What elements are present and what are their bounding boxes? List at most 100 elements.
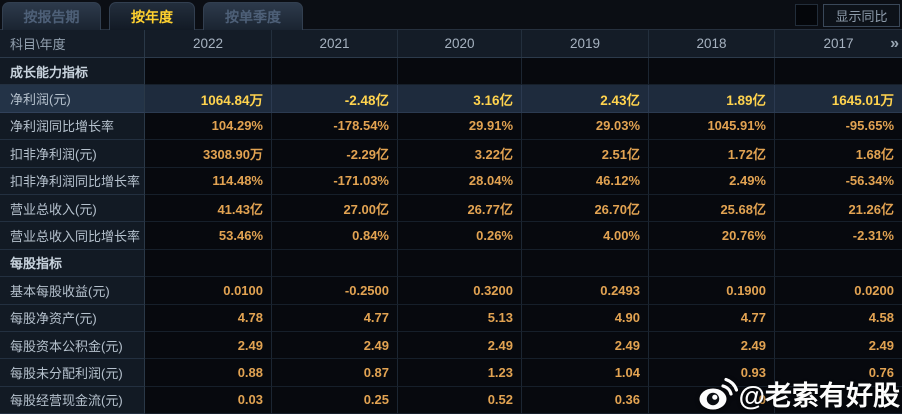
value-cell <box>272 58 398 86</box>
value-cell: 4.77 <box>649 304 775 332</box>
value-cell: 4.58 <box>775 304 902 332</box>
year-header-label: 2020 <box>444 36 475 51</box>
year-header-2017: 2017 » <box>775 30 902 57</box>
value-cell: 3308.90万 <box>145 140 272 168</box>
value-cell: 0.36 <box>522 386 649 414</box>
value-cell: 2.49 <box>398 331 522 360</box>
year-header-label: 2017 <box>823 36 854 51</box>
value-cell: 0.2493 <box>522 277 649 305</box>
value-cell: 1.23 <box>398 359 522 387</box>
more-years-arrow-icon[interactable]: » <box>890 34 899 52</box>
value-cell <box>272 249 398 278</box>
show-yoy-checkbox[interactable] <box>795 4 818 26</box>
value-cell <box>775 58 902 86</box>
value-cell: 29.91% <box>398 112 522 141</box>
corner-header-cell: 科目\年度 <box>0 30 145 57</box>
year-header-2020: 2020 <box>398 30 522 57</box>
row-label: 营业总收入(元) <box>0 194 145 223</box>
value-cell: 3.22亿 <box>398 140 522 168</box>
value-cell: 4.78 <box>145 304 272 332</box>
table-row: 基本每股收益(元) 0.0100 -0.2500 0.3200 0.2493 0.1900… <box>0 277 902 305</box>
value-cell: 0.25 <box>272 386 398 414</box>
value-cell: 41.43亿 <box>145 194 272 223</box>
row-label: 每股经营现金流(元) <box>0 386 145 414</box>
value-cell: 3.16亿 <box>398 85 522 113</box>
value-cell: 104.29% <box>145 112 272 141</box>
value-cell: 27.00亿 <box>272 194 398 223</box>
value-cell: 2.49 <box>272 331 398 360</box>
value-cell <box>398 58 522 86</box>
table-body: 成长能力指标 净利润(元) 1064.84万 -2.48亿 3.16亿 2.43亿 1.89… <box>0 58 902 414</box>
row-label: 每股指标 <box>0 249 145 278</box>
value-cell: -56.34% <box>775 167 902 195</box>
table-row: 每股未分配利润(元) 0.88 0.87 1.23 1.04 0.93 0.76 <box>0 359 902 387</box>
table-row: 净利润同比增长率 104.29% -178.54% 29.91% 29.03% 1045.… <box>0 112 902 141</box>
value-cell: 0.3200 <box>398 277 522 305</box>
value-cell <box>775 386 902 414</box>
value-cell: 5.13 <box>398 304 522 332</box>
value-cell <box>775 249 902 278</box>
value-cell: 21.26亿 <box>775 194 902 223</box>
value-cell: 2.49 <box>775 331 902 360</box>
value-cell: 114.48% <box>145 167 272 195</box>
value-cell: -95.65% <box>775 112 902 141</box>
year-header-label: 2021 <box>319 36 350 51</box>
value-cell <box>522 58 649 86</box>
value-cell: 28.04% <box>398 167 522 195</box>
value-cell <box>398 249 522 278</box>
table-row: 每股经营现金流(元) 0.03 0.25 0.52 0.36 0 <box>0 386 902 414</box>
table-row: 净利润(元) 1064.84万 -2.48亿 3.16亿 2.43亿 1.89亿 1645.… <box>0 85 902 113</box>
value-cell: 20.76% <box>649 222 775 250</box>
value-cell: 0.88 <box>145 359 272 387</box>
table-row: 扣非净利润同比增长率 114.48% -171.03% 28.04% 46.12% 2.4… <box>0 167 902 195</box>
value-cell: 1045.91% <box>649 112 775 141</box>
value-cell: 46.12% <box>522 167 649 195</box>
value-cell: 0.87 <box>272 359 398 387</box>
value-cell: 1645.01万 <box>775 85 902 113</box>
value-cell: 4.77 <box>272 304 398 332</box>
row-label: 每股未分配利润(元) <box>0 359 145 387</box>
value-cell: 1.68亿 <box>775 140 902 168</box>
value-cell: 29.03% <box>522 112 649 141</box>
show-yoy-label[interactable]: 显示同比 <box>823 4 900 27</box>
section-row: 每股指标 <box>0 249 902 278</box>
value-cell: 0 <box>649 386 775 414</box>
value-cell <box>522 249 649 278</box>
value-cell: 2.49% <box>649 167 775 195</box>
year-header-2019: 2019 <box>522 30 649 57</box>
row-label: 基本每股收益(元) <box>0 277 145 305</box>
table-header-row: 科目\年度 2022 2021 2020 2019 2018 2017 » <box>0 30 902 58</box>
value-cell: 2.49 <box>522 331 649 360</box>
row-label: 每股资本公积金(元) <box>0 331 145 360</box>
row-label: 净利润(元) <box>0 85 145 113</box>
value-cell: 1.04 <box>522 359 649 387</box>
tab-by-quarter[interactable]: 按单季度 <box>203 2 303 30</box>
value-cell: 0.03 <box>145 386 272 414</box>
tab-by-year[interactable]: 按年度 <box>109 2 195 30</box>
value-cell: 0.84% <box>272 222 398 250</box>
value-cell <box>145 249 272 278</box>
value-cell: -171.03% <box>272 167 398 195</box>
value-cell <box>649 249 775 278</box>
value-cell: 26.77亿 <box>398 194 522 223</box>
value-cell: 0.0100 <box>145 277 272 305</box>
row-label: 每股净资产(元) <box>0 304 145 332</box>
section-row: 成长能力指标 <box>0 58 902 86</box>
value-cell <box>145 58 272 86</box>
year-header-2022: 2022 <box>145 30 272 57</box>
value-cell: 0.52 <box>398 386 522 414</box>
row-label: 净利润同比增长率 <box>0 112 145 141</box>
year-header-label: 2022 <box>192 36 224 51</box>
value-cell: 0.93 <box>649 359 775 387</box>
tab-by-report-period[interactable]: 按报告期 <box>2 2 101 30</box>
year-header-label: 2018 <box>696 36 727 51</box>
year-header-2021: 2021 <box>272 30 398 57</box>
value-cell: 26.70亿 <box>522 194 649 223</box>
year-header-2018: 2018 <box>649 30 775 57</box>
value-cell: 1.89亿 <box>649 85 775 113</box>
value-cell: 25.68亿 <box>649 194 775 223</box>
value-cell: -0.2500 <box>272 277 398 305</box>
row-label: 成长能力指标 <box>0 58 145 86</box>
value-cell: 2.49 <box>649 331 775 360</box>
